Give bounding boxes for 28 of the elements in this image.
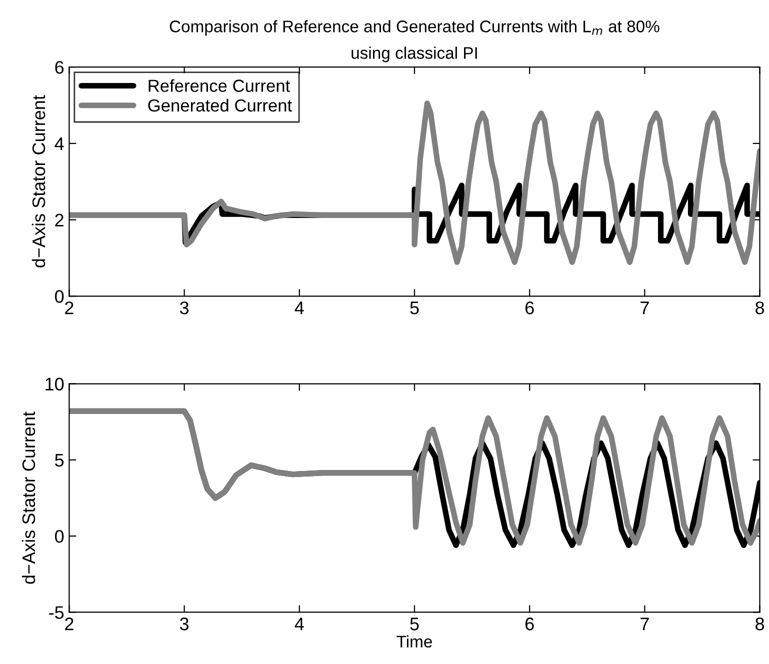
y-axis-title: d−Axis Stator Current [32, 95, 46, 268]
y-tick-label: -5 [49, 606, 64, 619]
y-tick-label: 4 [54, 138, 64, 150]
x-tick-label: 6 [525, 301, 534, 314]
y-tick-label: 0 [55, 290, 64, 303]
x-tick-label: 4 [294, 618, 304, 630]
x-tick-label: 8 [756, 618, 764, 630]
x-tick-label: 5 [410, 618, 419, 630]
x-tick-label: 7 [640, 618, 649, 630]
x-tick-label: 5 [410, 302, 419, 314]
x-tick-label: 3 [180, 618, 189, 630]
y-tick-label: 6 [55, 61, 64, 74]
y-tick-label: 2 [55, 214, 64, 226]
y-tick-label: 0 [55, 530, 64, 543]
y-axis-title: d−Axis Stator Current [22, 412, 36, 584]
x-tick-label: 4 [294, 302, 304, 314]
x-tick-label: 2 [65, 301, 74, 314]
x-tick-label: 2 [65, 618, 74, 630]
x-axis-title: Time [396, 635, 432, 648]
y-tick-label: 5 [55, 454, 64, 467]
legend-label: Reference Current [148, 79, 290, 92]
x-tick-label: 8 [756, 301, 764, 314]
y-tick-label: 10 [46, 378, 64, 391]
x-tick-label: 3 [180, 301, 189, 314]
x-tick-label: 6 [525, 618, 534, 630]
chart-title: Comparison of Reference and Generated Currents with L$_{m}$ at 80% using classical PI [170, 20, 660, 62]
legend-label: Generated Current [148, 98, 292, 112]
x-tick-label: 7 [640, 302, 649, 314]
